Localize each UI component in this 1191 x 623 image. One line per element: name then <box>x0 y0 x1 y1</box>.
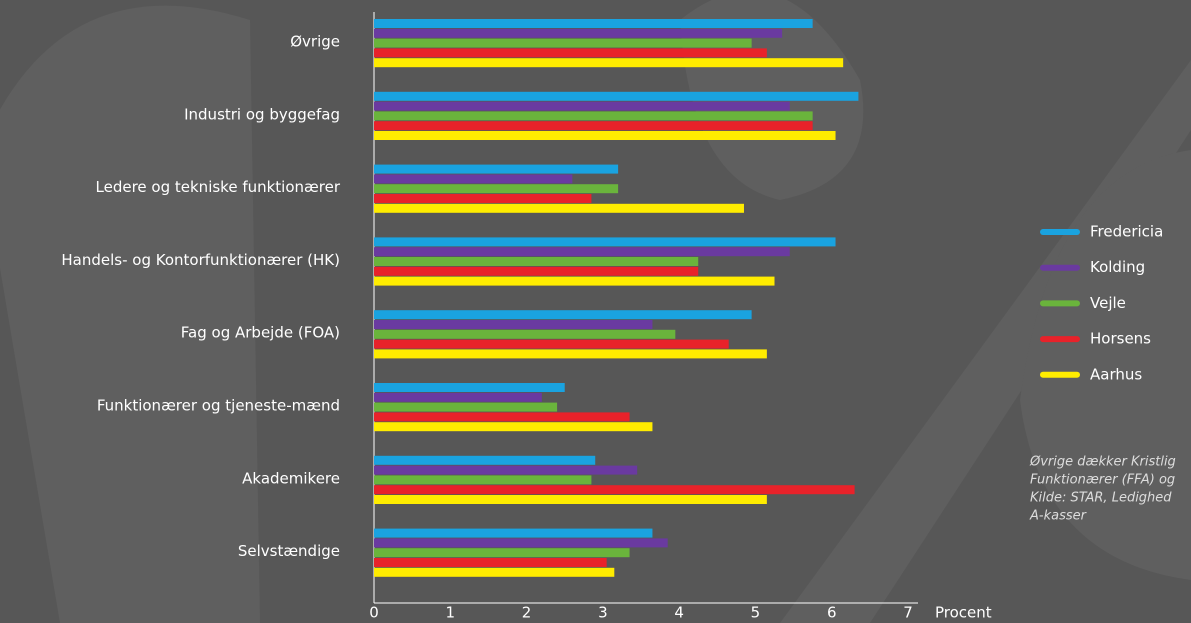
bar <box>374 164 619 174</box>
legend-label: Kolding <box>1090 258 1145 276</box>
bar <box>374 19 813 28</box>
x-tick-label: 1 <box>446 604 456 622</box>
legend-label: Vejle <box>1090 294 1126 312</box>
bar <box>374 558 607 567</box>
bar <box>374 101 790 111</box>
x-tick-label: 7 <box>903 604 913 622</box>
bar <box>374 247 790 257</box>
annotation: Kilde: STAR, Ledighed <box>1030 491 1172 506</box>
bar <box>374 402 558 412</box>
x-tick-label: 6 <box>827 604 837 622</box>
y-tick-label: Fag og Arbejde (FOA) <box>181 324 340 342</box>
bar <box>374 257 699 266</box>
x-tick-label: 2 <box>522 604 532 622</box>
bar <box>374 567 615 577</box>
bar <box>374 91 859 101</box>
y-tick-label: Funktionærer og tjeneste-mænd <box>97 397 340 415</box>
bar <box>374 203 744 213</box>
y-tick-label: Øvrige <box>290 33 340 51</box>
bar <box>374 320 653 329</box>
y-tick-label: Ledere og tekniske funktionærer <box>96 178 341 196</box>
decor <box>780 60 1191 623</box>
bar <box>374 58 844 68</box>
y-tick-label: Selvstændige <box>238 542 340 560</box>
bar <box>374 237 836 247</box>
annotation: Funktionærer (FFA) og <box>1030 473 1175 488</box>
bar <box>374 266 699 276</box>
bar <box>374 475 592 485</box>
bar <box>374 485 855 495</box>
x-tick-label: 5 <box>751 604 761 622</box>
y-tick-label: Industri og byggefag <box>184 105 340 123</box>
bar <box>374 131 836 140</box>
bar <box>374 349 767 359</box>
annotation: Øvrige dækker Kristlig <box>1029 455 1176 470</box>
decor <box>1020 150 1191 580</box>
bar <box>374 174 573 184</box>
x-axis-label: Procent <box>935 604 992 622</box>
bar <box>374 538 668 548</box>
bar <box>374 111 813 121</box>
bar <box>374 455 596 465</box>
x-tick-label: 0 <box>369 604 379 622</box>
annotation: A-kasser <box>1029 509 1088 524</box>
bar <box>374 184 619 194</box>
bar <box>374 121 813 131</box>
decor <box>0 5 260 623</box>
bar <box>374 329 676 339</box>
bar <box>374 528 653 538</box>
bar <box>374 495 767 504</box>
bar <box>374 383 565 392</box>
bar <box>374 339 729 349</box>
bar <box>374 422 653 432</box>
bar <box>374 392 542 402</box>
y-tick-label: Akademikere <box>242 469 340 487</box>
legend-label: Aarhus <box>1090 365 1142 383</box>
y-tick-label: Handels- og Kontorfunktionærer (HK) <box>61 251 340 269</box>
x-tick-label: 3 <box>598 604 608 622</box>
bar <box>374 28 783 38</box>
bar <box>374 465 638 475</box>
bar <box>374 194 592 203</box>
bar <box>374 48 767 58</box>
bar <box>374 310 752 320</box>
bar <box>374 38 752 48</box>
bar <box>374 548 630 558</box>
x-tick-label: 4 <box>674 604 684 622</box>
bar <box>374 276 775 286</box>
bar <box>374 412 630 422</box>
legend-label: Horsens <box>1090 330 1151 348</box>
legend-label: Fredericia <box>1090 223 1163 241</box>
